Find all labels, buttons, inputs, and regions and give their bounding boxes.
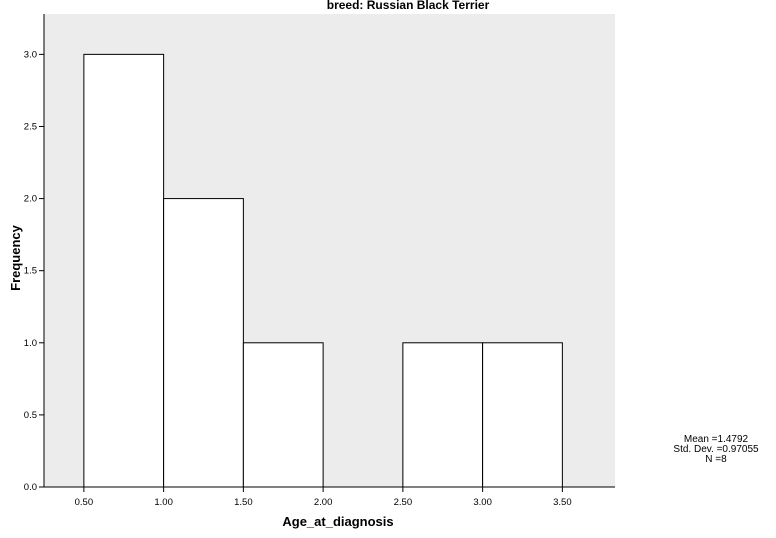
y-tick-label: 3.0 <box>24 49 37 60</box>
std-dev-stat: Std. Dev. =0.97055 <box>673 444 759 455</box>
y-tick-label: 0.0 <box>24 482 37 493</box>
x-tick-label: 2.00 <box>314 497 333 508</box>
mean-stat: Mean =1.4792 <box>683 434 749 445</box>
histogram-bar <box>482 342 563 488</box>
y-tick-label: 2.5 <box>24 121 37 132</box>
x-tick-label: 3.50 <box>553 497 572 508</box>
histogram-bar <box>242 342 324 488</box>
y-tick-label: 1.0 <box>24 338 37 349</box>
y-tick-label: 0.5 <box>24 410 37 421</box>
x-tick-label: 1.50 <box>234 497 253 508</box>
x-tick-label: 1.00 <box>154 497 173 508</box>
histogram-bar <box>163 198 244 488</box>
x-axis-label: Age_at_diagnosis <box>282 514 393 529</box>
x-tick-label: 3.00 <box>473 497 492 508</box>
n-stat: N =8 <box>705 454 727 465</box>
y-axis-label: Frequency <box>8 224 23 291</box>
chart-title: breed: Russian Black Terrier <box>327 0 490 12</box>
x-tick-label: 2.50 <box>394 497 413 508</box>
y-tick-label: 2.0 <box>24 194 37 205</box>
statistics-box: Mean =1.4792 Std. Dev. =0.97055 N =8 <box>660 435 772 465</box>
histogram-bar <box>83 53 165 488</box>
y-tick-label: 1.5 <box>24 266 37 277</box>
histogram-bar <box>402 342 484 488</box>
x-tick-label: 0.50 <box>75 497 94 508</box>
